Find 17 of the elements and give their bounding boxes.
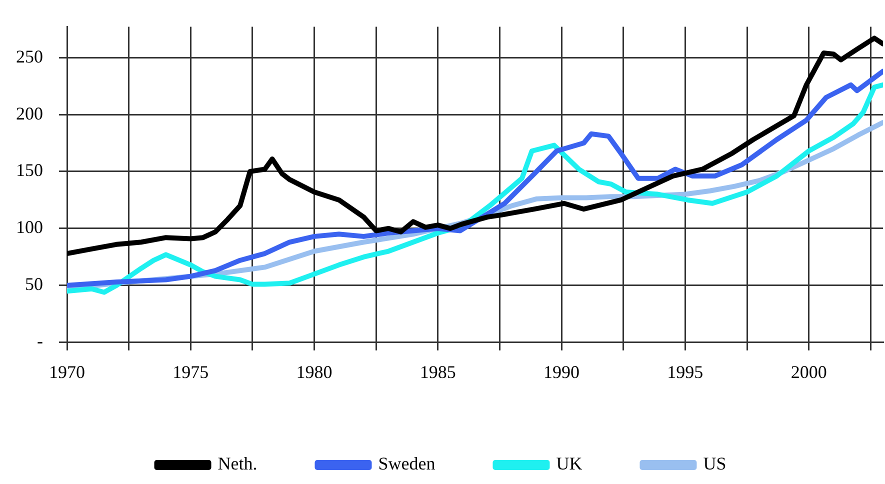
y-tick-label: 200 <box>16 103 43 124</box>
x-tick-label: 1990 <box>544 362 580 382</box>
legend-label: Sweden <box>378 454 436 474</box>
y-tick-label: 100 <box>16 217 43 238</box>
x-tick-label: 1975 <box>172 362 209 382</box>
x-tick-label: 1970 <box>49 362 85 382</box>
legend-label: Neth. <box>218 454 258 474</box>
x-tick-label: 1980 <box>296 362 332 382</box>
legend-label: UK <box>556 454 582 474</box>
y-tick-label: - <box>37 331 43 352</box>
y-tick-label: 50 <box>25 274 43 294</box>
y-tick-label: 250 <box>16 46 43 66</box>
x-tick-label: 1995 <box>667 362 704 382</box>
legend-label: US <box>703 454 726 474</box>
y-tick-label: 150 <box>16 160 43 180</box>
x-tick-label: 1985 <box>420 362 456 382</box>
x-tick-label: 2000 <box>790 362 827 382</box>
